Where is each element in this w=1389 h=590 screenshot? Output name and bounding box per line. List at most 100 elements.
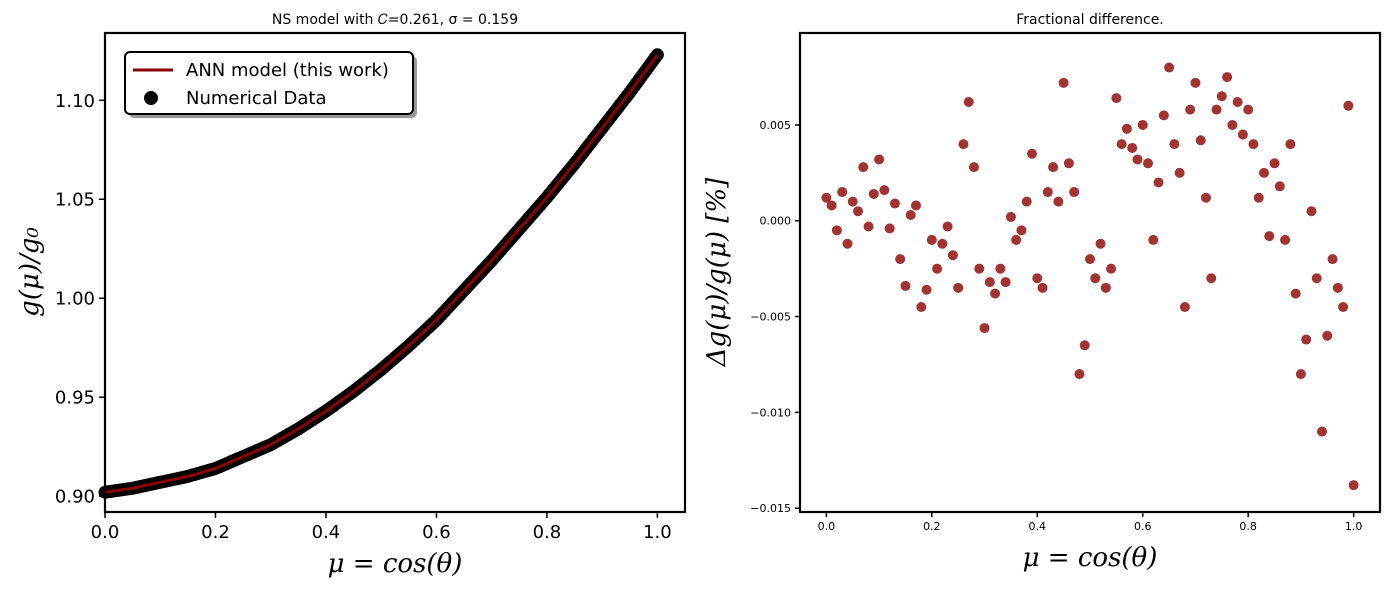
fractional-difference-point — [1005, 211, 1016, 222]
left-chart: NS model with 𝐶=0.261, σ = 0.159 0.0 0.2 0… — [15, 12, 687, 579]
fractional-difference-point — [821, 192, 832, 203]
fractional-difference-point — [1153, 177, 1164, 188]
fractional-difference-point — [1280, 234, 1291, 245]
fractional-difference-point — [1111, 93, 1122, 104]
y-tick-label: 0.000 — [760, 215, 792, 228]
y-tick-label: −0.005 — [750, 311, 791, 324]
fractional-difference-point — [916, 301, 927, 312]
fractional-difference-point — [953, 282, 964, 293]
y-tick-label: −0.015 — [750, 502, 791, 515]
left-y-ticks: 0.90 0.95 1.00 1.05 1.10 — [55, 91, 105, 508]
fractional-difference-point — [1269, 158, 1280, 169]
fractional-difference-point — [1248, 139, 1259, 150]
fractional-difference-point — [1274, 181, 1285, 192]
fractional-difference-point — [1090, 273, 1101, 284]
fractional-difference-point — [926, 234, 937, 245]
fractional-difference-point — [963, 96, 974, 107]
left-legend: ANN model (this work) Numerical Data — [124, 51, 417, 118]
fractional-difference-point — [1227, 119, 1238, 130]
fractional-difference-point — [858, 162, 869, 173]
right-y-axis-label: Δg(μ)/g(μ) [%] — [702, 177, 732, 367]
right-x-ticks: 0.0 0.2 0.4 0.6 0.8 1.0 — [818, 512, 1362, 533]
fractional-difference-point — [1290, 288, 1301, 299]
fractional-difference-point — [895, 254, 906, 265]
fractional-difference-point — [826, 200, 837, 211]
right-chart-marks — [821, 62, 1359, 491]
fractional-difference-point — [863, 221, 874, 232]
ann-model-line — [104, 53, 659, 494]
fractional-difference-point — [1322, 330, 1333, 341]
fractional-difference-point — [1037, 282, 1048, 293]
fractional-difference-point — [947, 250, 958, 261]
fractional-difference-point — [837, 187, 848, 198]
fractional-difference-point — [1237, 129, 1248, 140]
fractional-difference-point — [1179, 301, 1190, 312]
fractional-difference-point — [1042, 187, 1053, 198]
y-tick-label: 1.05 — [55, 190, 95, 211]
fractional-difference-point — [1164, 62, 1175, 73]
y-tick-label: −0.010 — [750, 406, 791, 419]
fractional-difference-point — [1074, 369, 1085, 380]
fractional-difference-point — [1053, 196, 1064, 207]
fractional-difference-point — [1095, 238, 1106, 249]
left-y-axis-label: g(μ)/g₀ — [15, 227, 45, 317]
fractional-difference-point — [879, 185, 890, 196]
fractional-difference-point — [1327, 254, 1338, 265]
fractional-difference-point — [1317, 426, 1327, 437]
right-plot-frame — [798, 31, 1382, 514]
left-plot-frame — [103, 31, 687, 514]
x-tick-label: 0.8 — [533, 522, 562, 543]
fractional-difference-point — [979, 323, 990, 334]
y-tick-label: 1.10 — [55, 91, 95, 112]
fractional-difference-point — [1285, 139, 1296, 150]
fractional-difference-point — [1206, 273, 1217, 284]
fractional-difference-point — [1085, 254, 1095, 265]
fractional-difference-point — [1306, 206, 1317, 217]
fractional-difference-point — [831, 225, 842, 236]
fractional-difference-point — [1301, 334, 1312, 345]
fractional-difference-point — [889, 198, 900, 209]
fractional-difference-point — [900, 280, 911, 291]
fractional-difference-point — [1216, 91, 1227, 102]
fractional-difference-point — [1116, 139, 1127, 150]
x-tick-label: 0.4 — [312, 522, 341, 543]
fractional-difference-point — [1158, 110, 1169, 121]
y-tick-label: 0.95 — [55, 388, 95, 409]
fractional-difference-point — [958, 139, 969, 150]
fractional-difference-point — [969, 162, 979, 173]
legend-dot-swatch — [144, 91, 158, 105]
fractional-difference-point — [1253, 192, 1264, 203]
fractional-difference-point — [1079, 340, 1090, 351]
fractional-difference-point — [1232, 96, 1243, 107]
left-chart-title: NS model with 𝐶=0.261, σ = 0.159 — [272, 12, 518, 28]
fractional-difference-point — [1332, 282, 1343, 293]
fractional-difference-point — [1143, 158, 1153, 169]
fractional-difference-point — [1169, 139, 1180, 150]
fractional-difference-point — [1348, 480, 1359, 491]
x-tick-label: 0.0 — [818, 520, 836, 533]
fractional-difference-point — [984, 277, 995, 288]
fractional-difference-point — [990, 288, 1001, 299]
y-tick-label: 0.90 — [55, 487, 95, 508]
fractional-difference-point — [1343, 100, 1354, 111]
fractional-difference-point — [974, 263, 985, 274]
legend-label-ann: ANN model (this work) — [186, 60, 389, 81]
fractional-difference-point — [932, 263, 943, 274]
fractional-difference-point — [1137, 119, 1148, 130]
fractional-difference-point — [1259, 167, 1269, 178]
fractional-difference-point — [942, 221, 953, 232]
fractional-difference-point — [1106, 263, 1117, 274]
x-tick-label: 0.6 — [1134, 520, 1152, 533]
fractional-difference-point — [1011, 234, 1022, 245]
fractional-difference-point — [1000, 277, 1011, 288]
fractional-difference-point — [1027, 148, 1037, 159]
fractional-difference-point — [905, 210, 916, 221]
x-tick-label: 0.8 — [1239, 520, 1257, 533]
right-chart: Fractional difference. 0.0 0.2 0.4 0.6 0.8 1.… — [702, 12, 1382, 573]
legend-box — [124, 51, 414, 115]
fractional-difference-point — [842, 238, 853, 249]
fractional-difference-point — [1121, 123, 1132, 134]
right-chart-title: Fractional difference. — [1016, 12, 1164, 28]
fractional-difference-point — [1211, 104, 1222, 115]
